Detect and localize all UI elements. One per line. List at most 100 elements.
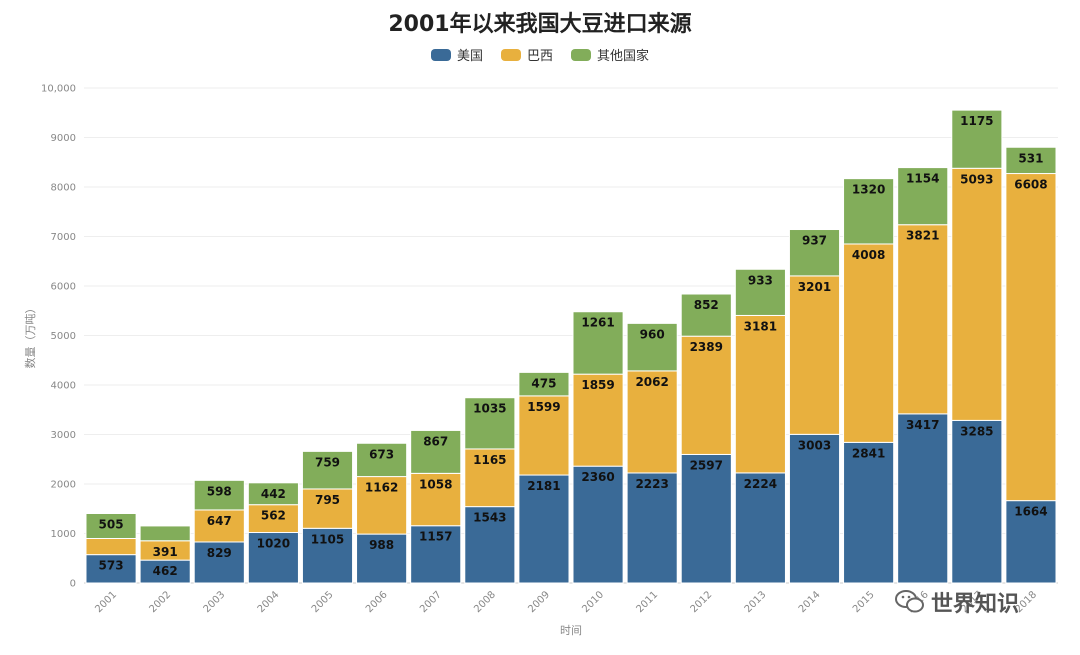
x-tick-label: 2015 [851,589,877,615]
x-tick-label: 2006 [364,589,390,615]
data-label: 1035 [473,402,506,416]
bar-segment [897,413,949,584]
data-label: 1162 [365,481,398,495]
bar-segment [356,533,408,584]
data-label: 1859 [581,378,614,392]
bar-segment [464,448,516,508]
y-tick-label: 1000 [51,529,76,540]
data-label: 3181 [744,319,777,333]
data-label: 2181 [527,479,560,493]
data-label: 3417 [906,418,939,432]
x-tick-label: 2011 [635,589,661,615]
bar-segment [626,370,678,474]
bar-segment [572,311,624,375]
data-label: 1020 [257,537,290,551]
bar-segment [410,429,462,474]
data-label: 475 [531,376,556,390]
bar-segment [247,504,299,534]
bar-segment [464,506,516,584]
bar-segment [247,482,299,506]
x-tick-label: 2009 [526,589,552,615]
x-tick-label: 2007 [418,589,444,615]
data-label: 462 [153,564,178,578]
y-axis-title: 数量（万吨） [24,303,37,369]
bar-segment [843,178,895,245]
y-tick-label: 2000 [51,480,76,491]
data-label: 2389 [690,340,723,354]
legend-swatch-brazil [500,48,521,61]
data-label: 5093 [960,172,993,186]
data-label: 3285 [960,424,993,438]
legend-item-usa[interactable]: 美国 [430,45,483,64]
bar-segment [85,537,137,556]
data-label: 3201 [798,280,831,294]
data-label: 759 [315,455,340,469]
data-label: 1320 [852,183,885,197]
y-tick-label: 10,000 [41,84,76,95]
x-tick-label: 2001 [93,589,119,615]
data-label: 1105 [311,532,344,546]
bar-segment [951,109,1003,169]
bar-segment [301,488,354,529]
data-label: 1175 [960,114,993,128]
data-label: 391 [153,545,178,559]
bar-segment [356,476,408,535]
y-tick-label: 9000 [51,133,76,144]
legend-swatch-usa [430,48,451,61]
x-tick-label: 2012 [689,589,715,615]
watermark-text: 世界知识 [931,592,1020,617]
bar-segment [572,465,624,584]
x-tick-label: 2010 [580,589,606,615]
legend-label-other: 其他国家 [597,49,650,64]
data-label: 6608 [1014,178,1047,192]
legend-swatch-other [571,48,591,61]
wechat-icon [895,590,924,613]
data-label: 1058 [419,477,452,491]
data-label: 867 [423,434,448,448]
legend-label-brazil: 巴西 [526,49,553,64]
bar-segment [680,335,732,455]
data-label: 2360 [581,470,614,484]
y-tick-label: 6000 [51,282,76,293]
legend-item-other[interactable]: 其他国家 [571,45,649,64]
bar-segment [680,293,732,337]
x-tick-label: 2004 [256,589,282,615]
data-label: 3003 [798,438,831,452]
data-label: 1165 [473,453,506,467]
x-tick-label: 2005 [310,589,336,615]
data-label: 2223 [635,477,668,491]
x-axis-title: 时间 [560,624,582,637]
bar-segment [680,453,732,584]
y-tick-label: 5000 [51,331,76,342]
y-tick-label: 3000 [51,430,76,441]
bar-segment [193,479,245,511]
data-label: 3821 [906,229,939,243]
bar-segment [572,373,624,467]
legend: 美国 巴西 其他国家 [0,45,1080,64]
bar-segment [843,441,895,584]
bar-segment [193,541,245,584]
data-label: 960 [640,327,665,341]
bar-segment [1005,146,1057,175]
bar-segment [301,527,354,584]
data-label: 573 [99,559,124,573]
bar-segment [734,472,786,584]
data-label: 1154 [906,172,939,186]
legend-item-brazil[interactable]: 巴西 [500,45,553,64]
data-label: 598 [207,484,232,498]
data-label: 795 [315,493,340,507]
bar-segment [734,314,786,474]
data-label: 4008 [852,248,885,262]
data-label: 2224 [744,477,777,491]
y-tick-label: 7000 [51,232,76,243]
data-label: 1261 [581,316,614,330]
data-label: 988 [369,538,394,552]
bar-segment [410,472,462,527]
bar-segment [410,525,462,584]
data-label: 2062 [635,375,668,389]
bar-segment [85,554,137,584]
data-label: 673 [369,447,394,461]
data-label: 562 [261,509,286,523]
data-label: 505 [99,518,124,532]
